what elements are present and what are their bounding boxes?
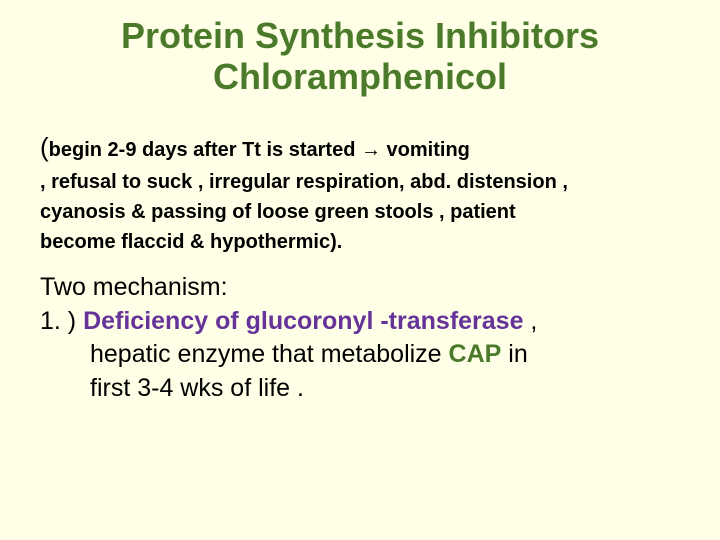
slide-container: Protein Synthesis Inhibitors Chloramphen… xyxy=(0,0,720,426)
symptom-line-4: become flaccid & hypothermic). xyxy=(40,231,342,253)
mechanism-cont1-a: hepatic enzyme that metabolize xyxy=(90,340,449,368)
mechanism-heading: Two mechanism: xyxy=(40,273,228,301)
mechanism-item-1-highlight: Deficiency of glucoronyl -transferase xyxy=(83,307,523,335)
title-line-2: Chloramphenicol xyxy=(213,56,507,97)
slide-title: Protein Synthesis Inhibitors Chloramphen… xyxy=(40,15,680,98)
open-paren: ( xyxy=(40,132,49,162)
title-line-1: Protein Synthesis Inhibitors xyxy=(121,15,599,56)
mechanism-item-1-cont2: first 3-4 wks of life . xyxy=(90,372,680,406)
mechanism-block: Two mechanism: 1. ) Deficiency of glucor… xyxy=(40,271,680,406)
symptom-line-2: , refusal to suck , irregular respiratio… xyxy=(40,171,568,193)
mechanism-cap: CAP xyxy=(449,340,502,368)
symptom-line-1: begin 2-9 days after Tt is started → vom… xyxy=(49,139,470,161)
mechanism-item-1-rest: , xyxy=(523,307,537,335)
mechanism-item-1-cont1: hepatic enzyme that metabolize CAP in xyxy=(90,338,680,372)
symptom-line-3: cyanosis & passing of loose green stools… xyxy=(40,201,516,223)
mechanism-cont1-b: in xyxy=(501,340,527,368)
mechanism-item-1-num: 1. ) xyxy=(40,307,83,335)
symptom-block: (begin 2-9 days after Tt is started → vo… xyxy=(40,128,680,257)
